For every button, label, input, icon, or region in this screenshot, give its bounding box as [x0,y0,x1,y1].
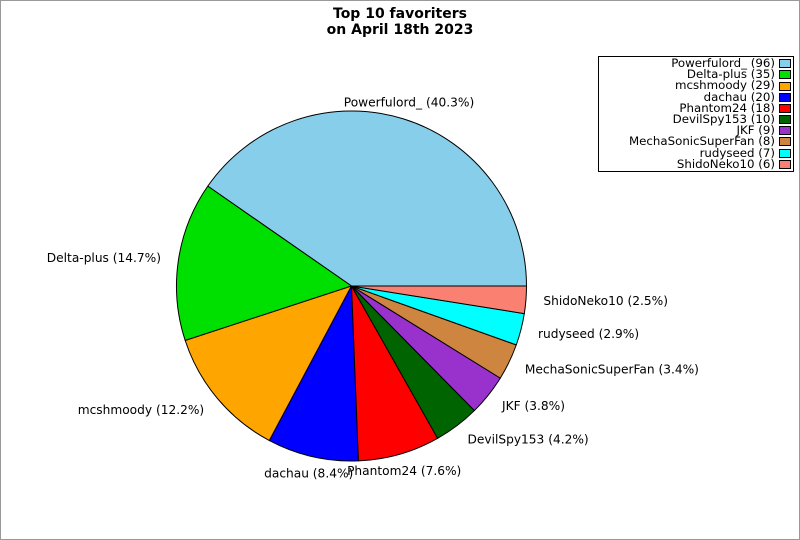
pie-slice-label-DevilSpy153: DevilSpy153 (4.2%) [468,433,589,447]
legend-item-Powerfulord_: Powerfulord_ (96) [599,56,793,71]
legend-item-rudyseed: rudyseed (7) [599,145,793,160]
pie-slice-label-mcshmoody: mcshmoody (12.2%) [78,403,204,417]
chart-title-line1: Top 10 favoriters [333,6,467,22]
legend-color-swatch [779,137,791,147]
legend-item-label: JKF (9) [736,123,775,138]
legend-color-swatch [779,148,791,158]
legend-item-label: rudyseed (7) [699,145,775,160]
pie-slice-label-JKF: JKF (3.8%) [501,399,565,413]
pie-wedge-dachau [268,285,359,462]
legend-item-label: Delta-plus (35) [686,67,775,82]
pie-wedge-Delta-plus [176,185,352,342]
legend-item-DevilSpy153: DevilSpy153 (10) [599,112,793,126]
legend-item-label: DevilSpy153 (10) [672,112,775,126]
legend-item-Delta-plus: Delta-plus (35) [599,67,793,82]
pie-slice-label-dachau: dachau (8.4%) [264,467,353,481]
legend-item-mcshmoody: mcshmoody (29) [599,78,793,93]
pie-slice-label-Delta-plus: Delta-plus (14.7%) [47,251,161,265]
legend-color-swatch [779,115,791,125]
chart-title-line2: on April 18th 2023 [326,22,474,38]
legend-color-swatch [779,159,791,169]
legend-item-label: ShidoNeko10 (6) [676,156,775,171]
pie-slice-label-Phantom24: Phantom24 (7.6%) [347,464,461,478]
legend-item-label: MechaSonicSuperFan (8) [628,134,775,149]
legend-color-swatch [779,92,791,102]
chart-title: Top 10 favoriters on April 18th 2023 [1,6,799,38]
legend-item-Phantom24: Phantom24 (18) [599,100,793,115]
legend-item-JKF: JKF (9) [599,123,793,138]
legend: Powerfulord_ (96) Delta-plus (35) mcshmood… [598,56,794,172]
legend-color-swatch [779,81,791,91]
legend-item-label: dachau (20) [703,89,775,104]
legend-item-dachau: dachau (20) [599,89,793,104]
legend-color-swatch [779,103,791,113]
legend-item-label: Powerfulord_ (96) [671,56,775,71]
legend-item-ShidoNeko10: ShidoNeko10 (6) [599,156,793,171]
pie-wedge-Powerfulord_ [207,110,527,287]
legend-item-MechaSonicSuperFan: MechaSonicSuperFan (8) [599,134,793,149]
pie-slice-label-MechaSonicSuperFan: MechaSonicSuperFan (3.4%) [525,363,699,377]
pie-wedge-ShidoNeko10 [351,285,527,315]
legend-color-swatch [779,59,791,69]
pie-wedge-mcshmoody [184,285,352,442]
legend-item-label: Phantom24 (18) [679,100,775,115]
legend-item-label: mcshmoody (29) [675,78,775,93]
legend-color-swatch [779,126,791,136]
pie-slice-label-ShidoNeko10: ShidoNeko10 (2.5%) [543,294,668,308]
pie-slice-label-Powerfulord_: Powerfulord_ (40.3%) [344,95,474,109]
pie-slice-label-rudyseed: rudyseed (2.9%) [538,327,639,341]
legend-color-swatch [779,70,791,80]
